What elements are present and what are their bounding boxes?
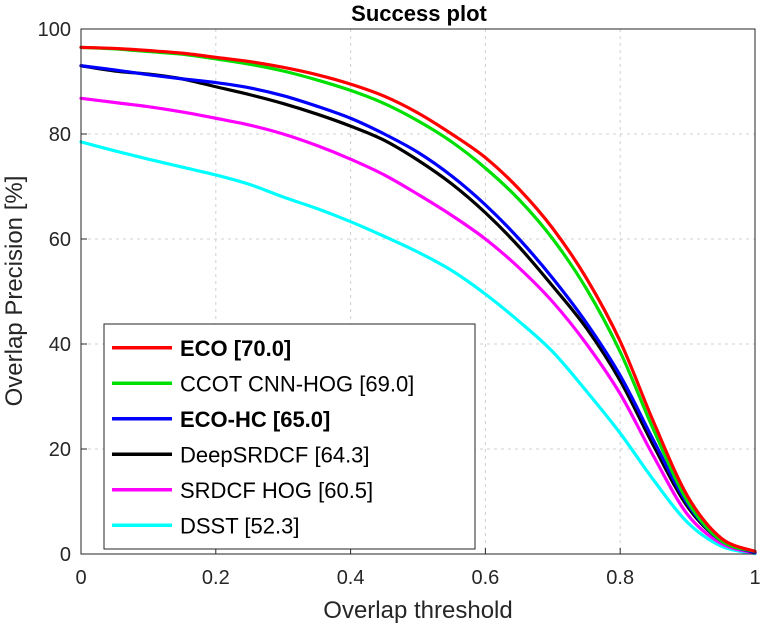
legend-label: DSST [52.3] — [180, 513, 299, 538]
legend: ECO [70.0] CCOT CNN-HOG [69.0] ECO-HC [65.… — [103, 323, 476, 550]
x-tick-label: 0 — [75, 567, 86, 589]
legend-label: ECO-HC [65.0] — [180, 407, 330, 432]
y-tick-label: 40 — [49, 334, 71, 356]
y-tick-label: 100 — [38, 19, 71, 41]
series-line-0 — [79, 45, 757, 553]
y-tick-label: 0 — [60, 544, 71, 566]
x-axis-label: Overlap threshold — [323, 597, 512, 624]
x-tick-label: 0.8 — [606, 567, 634, 589]
x-tick-label: 1 — [749, 567, 760, 589]
series-line-5 — [79, 140, 757, 556]
x-tick-label: 0.6 — [471, 567, 499, 589]
series-line-2 — [79, 64, 757, 555]
axis-ticks: 0 0.2 0.4 0.6 0.8 1 0 20 40 60 80 100 — [38, 19, 760, 589]
x-tick-label: 0.2 — [202, 567, 230, 589]
y-tick-label: 20 — [49, 439, 71, 461]
legend-label: DeepSRDCF [64.3] — [180, 442, 370, 467]
y-tick-label: 80 — [49, 124, 71, 146]
y-axis-label: Overlap Precision [%] — [1, 176, 28, 407]
x-tick-label: 0.4 — [337, 567, 365, 589]
series-lines — [79, 45, 757, 556]
legend-box — [103, 323, 476, 550]
y-tick-label: 60 — [49, 229, 71, 251]
legend-label: CCOT CNN-HOG [69.0] — [180, 371, 414, 396]
legend-label: SRDCF HOG [60.5] — [180, 478, 373, 503]
series-line-4 — [79, 96, 757, 555]
legend-label: ECO [70.0] — [180, 336, 291, 361]
chart-title: Success plot — [351, 1, 487, 26]
plot-frame — [80, 28, 756, 555]
